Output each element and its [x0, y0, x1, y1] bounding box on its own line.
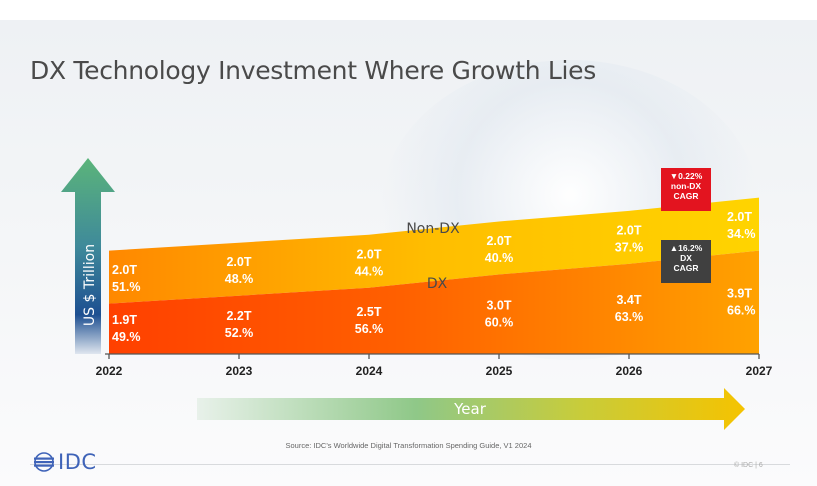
page-number: © IDC | 6	[734, 462, 763, 469]
year-arrow-label: Year	[454, 400, 486, 418]
x-tick-label: 2022	[96, 364, 123, 378]
x-tick-label: 2027	[746, 364, 773, 378]
dx-cagr-badge: ▲16.2% DX CAGR	[661, 240, 711, 283]
x-tick-label: 2026	[616, 364, 643, 378]
nondx-data-label: 2.0T 51.%	[112, 263, 141, 294]
x-tick-label: 2023	[226, 364, 253, 378]
series-name-dx: DX	[427, 276, 448, 292]
nondx-data-label: 2.0T 48.%	[225, 255, 254, 286]
dx-data-label: 3.9T 66.%	[727, 286, 756, 317]
dx-data-label: 3.4T 63.%	[615, 293, 644, 324]
nondx-cagr-badge: ▼0.22% non-DX CAGR	[661, 168, 711, 211]
area-dx	[109, 250, 759, 354]
chart-title: DX Technology Investment Where Growth Li…	[30, 56, 596, 85]
down-triangle-icon: ▼	[669, 171, 679, 181]
series-name-non-dx: Non-DX	[406, 221, 460, 237]
up-triangle-icon: ▲	[669, 243, 679, 253]
chart: 2022 2023 2024 2025 2026 2027 1.9T 49.% 2.0T 51.…	[61, 158, 773, 430]
nondx-data-label: 2.0T 34.%	[727, 210, 756, 241]
nondx-data-label: 2.0T 37.%	[615, 223, 644, 254]
footer-divider	[30, 464, 790, 465]
y-axis-arrow	[61, 158, 115, 354]
x-axis-year-arrow	[197, 388, 745, 430]
area-non-dx	[109, 197, 759, 304]
dx-cagr-value: 16.2%	[678, 243, 703, 253]
dx-cagr-suffix: CAGR	[673, 263, 699, 273]
x-tick-label: 2025	[486, 364, 513, 378]
dx-data-label: 3.0T 60.%	[485, 298, 514, 329]
idc-logo: IDC	[32, 450, 97, 474]
nondx-cagr-label: non-DX	[670, 181, 702, 191]
y-axis-label: US $ Trillion	[82, 243, 99, 327]
dx-data-label: 2.5T 56.%	[355, 305, 384, 336]
nondx-cagr-value: 0.22%	[678, 171, 703, 181]
dx-data-label: 1.9T 49.%	[112, 313, 141, 344]
source-note: Source: IDC's Worldwide Digital Transfor…	[285, 441, 532, 450]
nondx-data-label: 2.0T 40.%	[485, 234, 514, 265]
nondx-data-label: 2.0T 44.%	[355, 247, 384, 278]
idc-globe-icon	[34, 452, 54, 472]
x-tick-label: 2024	[356, 364, 383, 378]
slide: DX Technology Investment Where Growth Li…	[0, 20, 817, 486]
dx-cagr-label: DX	[680, 253, 692, 263]
dx-data-label: 2.2T 52.%	[225, 309, 254, 340]
nondx-cagr-suffix: CAGR	[673, 191, 699, 201]
